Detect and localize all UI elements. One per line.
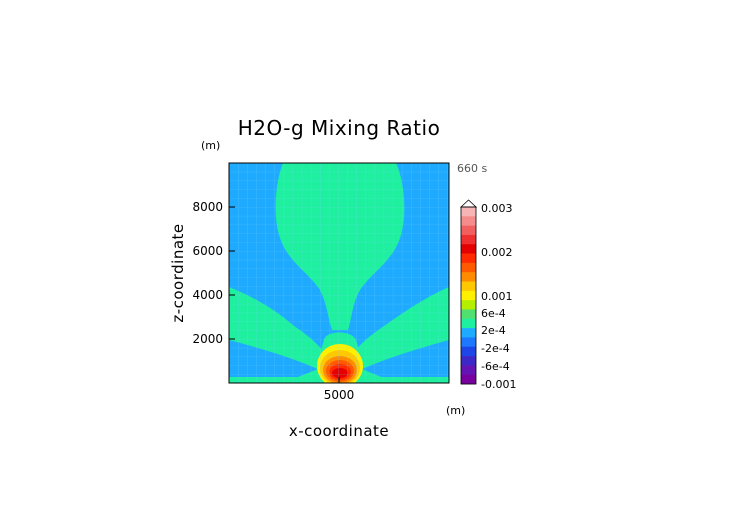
colorbar-level [461, 216, 476, 226]
colorbar-level [461, 272, 476, 282]
y-axis-ticks: 2000 4000 6000 8000 [192, 200, 235, 346]
colorbar-label: -6e-4 [481, 360, 510, 373]
grid-overlay [229, 163, 449, 383]
colorbar-label: 2e-4 [481, 324, 506, 337]
contour-field [229, 163, 449, 383]
chart-title: H2O-g Mixing Ratio [238, 116, 441, 140]
x-axis-ticks: 5000 [324, 377, 355, 402]
colorbar-level [461, 262, 476, 273]
x-axis-title: x-coordinate [289, 422, 389, 440]
colorbar-level [461, 281, 476, 292]
y-tick-label: 8000 [192, 200, 223, 214]
x-tick-label: 5000 [324, 388, 355, 402]
colorbar-level [461, 346, 476, 357]
time-label: 660 s [457, 162, 487, 175]
colorbar-level [461, 365, 476, 375]
colorbar-level [461, 356, 476, 366]
y-unit-label: (m) [201, 139, 220, 152]
colorbar-level [461, 318, 476, 329]
colorbar: 0.003 0.002 0.001 6e-4 2e-4 -2e-4 -6e-4 -0.001 [459, 199, 516, 391]
y-tick-label: 6000 [192, 244, 223, 258]
colorbar-level [461, 207, 476, 217]
colorbar-frame [460, 206, 477, 385]
colorbar-label: 0.003 [481, 202, 513, 215]
colorbar-level [461, 290, 476, 301]
colorbar-label: -2e-4 [481, 342, 510, 355]
colorbar-level [461, 244, 476, 254]
colorbar-level [461, 234, 476, 245]
colorbar-level [461, 309, 476, 320]
colorbar-overflow-triangle [459, 199, 478, 208]
colorbar-level [461, 300, 476, 310]
colorbar-label: 6e-4 [481, 307, 506, 320]
colorbar-level [461, 337, 476, 348]
colorbar-level [461, 225, 476, 236]
x-unit-label: (m) [446, 404, 465, 417]
colorbar-level [461, 328, 476, 338]
colorbar-level [461, 374, 476, 385]
y-tick-label: 2000 [192, 332, 223, 346]
colorbar-label: 0.002 [481, 246, 513, 259]
colorbar-level [461, 253, 476, 264]
colorbar-label: -0.001 [481, 378, 516, 391]
y-axis-title: z-coordinate [169, 223, 187, 322]
y-tick-label: 4000 [192, 288, 223, 302]
colorbar-label: 0.001 [481, 290, 513, 303]
